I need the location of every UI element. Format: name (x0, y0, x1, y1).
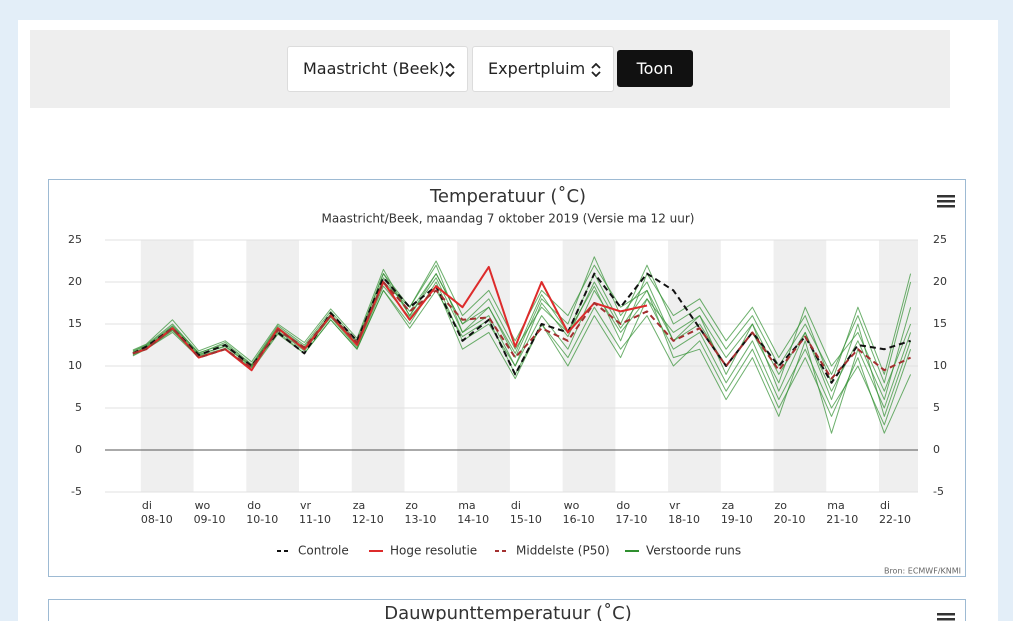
x-tick-date: 16-10 (563, 513, 595, 526)
x-tick-label: di (142, 499, 152, 512)
select-arrows (445, 63, 455, 77)
x-tick-date: 19-10 (721, 513, 753, 526)
y-tick-label-right: -5 (933, 485, 944, 498)
x-tick-label: wo (195, 499, 211, 512)
chart-title-2: Dauwpunttemperatuur (˚C) (384, 603, 632, 621)
x-tick-label: zo (775, 499, 788, 512)
x-tick-date: 10-10 (246, 513, 278, 526)
chart-subtitle: Maastricht/Beek, maandag 7 oktober 2019 … (322, 212, 695, 226)
x-tick-label: vr (669, 499, 681, 512)
x-tick-label: do (247, 499, 261, 512)
legend-label: Hoge resolutie (390, 544, 477, 558)
y-tick-label-right: 20 (933, 275, 947, 288)
ensemble-line (132, 273, 912, 392)
x-tick-date: 20-10 (774, 513, 806, 526)
y-tick-label: 20 (68, 275, 82, 288)
x-tick-date: 14-10 (457, 513, 489, 526)
y-tick-label: 5 (75, 401, 82, 414)
legend-label: Verstoorde runs (646, 544, 741, 558)
x-tick-label: di (511, 499, 521, 512)
show-button[interactable]: Toon (617, 50, 693, 87)
y-tick-label: -5 (71, 485, 82, 498)
location-text: Maastricht (Beek) (303, 59, 445, 78)
y-tick-label-right: 10 (933, 359, 947, 372)
select-arrows (591, 63, 601, 77)
x-tick-date: 13-10 (404, 513, 436, 526)
y-tick-label-right: 0 (933, 443, 940, 456)
y-tick-label: 25 (68, 233, 82, 246)
y-tick-label: 15 (68, 317, 82, 330)
ensemble-line (132, 260, 912, 434)
legend-label: Middelste (P50) (516, 544, 610, 558)
x-tick-label: ma (827, 499, 844, 512)
y-tick-label-right: 15 (933, 317, 947, 330)
x-tick-label: vr (300, 499, 312, 512)
x-tick-label: za (722, 499, 735, 512)
x-tick-date: 09-10 (194, 513, 226, 526)
x-tick-label: zo (405, 499, 418, 512)
product-text: Expertpluim (488, 59, 586, 78)
control-bar: Maastricht (Beek) Expertpluim Toon (30, 30, 950, 108)
x-tick-date: 22-10 (879, 513, 911, 526)
y-tick-label-right: 5 (933, 401, 940, 414)
y-tick-label-right: 25 (933, 233, 947, 246)
x-tick-date: 15-10 (510, 513, 542, 526)
x-tick-date: 12-10 (352, 513, 384, 526)
y-tick-label: 10 (68, 359, 82, 372)
series-line (132, 272, 911, 384)
x-tick-date: 08-10 (141, 513, 173, 526)
x-tick-date: 18-10 (668, 513, 700, 526)
series-line (132, 265, 648, 372)
x-tick-label: ma (458, 499, 475, 512)
y-tick-label: 0 (75, 443, 82, 456)
product-select[interactable]: Expertpluim (472, 46, 614, 92)
chart-frame-2 (48, 599, 966, 621)
location-select[interactable]: Maastricht (Beek) (287, 46, 468, 92)
ensemble-line (132, 268, 912, 384)
x-tick-date: 21-10 (826, 513, 858, 526)
x-tick-label: di (880, 499, 890, 512)
x-tick-label: wo (564, 499, 580, 512)
x-tick-label: do (616, 499, 630, 512)
ensemble-line (132, 256, 912, 401)
x-tick-label: za (353, 499, 366, 512)
menu-icon[interactable] (937, 195, 955, 621)
legend-label: Controle (298, 544, 349, 558)
x-tick-date: 11-10 (299, 513, 331, 526)
chart-title: Temperatuur (˚C) (429, 186, 586, 207)
x-tick-date: 17-10 (615, 513, 647, 526)
source: Bron: ECMWF/KNMI (884, 567, 961, 576)
